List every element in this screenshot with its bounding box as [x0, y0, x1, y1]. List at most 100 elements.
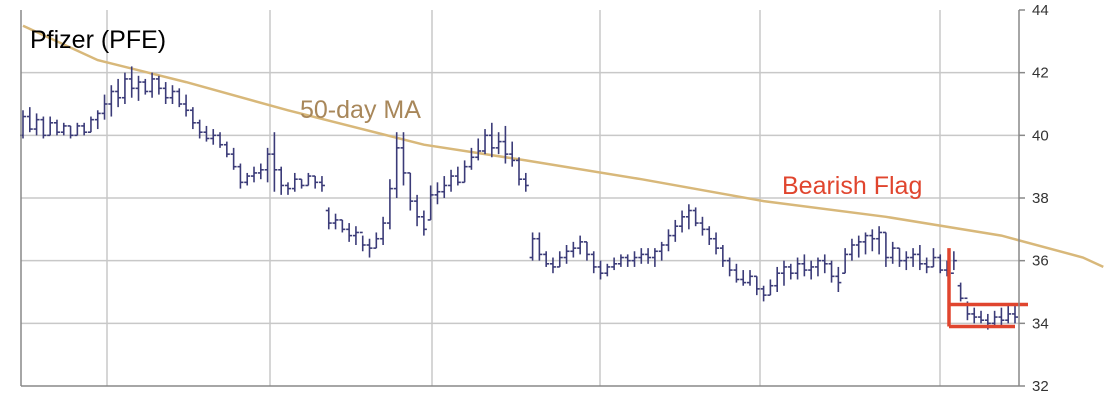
ohlc-bar: [563, 245, 570, 264]
ohlc-bar: [529, 232, 536, 261]
ohlc-bar: [651, 248, 658, 267]
ohlc-bar: [814, 257, 821, 277]
ohlc-bar: [244, 172, 251, 186]
ohlc-bar: [855, 235, 862, 258]
ohlc-bar: [176, 88, 183, 108]
ohlc-bar: [679, 210, 686, 233]
ohlc-bar: [522, 172, 529, 192]
ohlc-bar: [366, 238, 373, 258]
ohlc-bar: [210, 129, 217, 145]
ohlc-bar: [115, 78, 122, 108]
ohlc-bar: [753, 275, 760, 296]
ohlc-bar: [848, 238, 855, 261]
ohlc-bar: [135, 75, 142, 101]
ohlc-bar: [828, 260, 835, 283]
ohlc-bar: [223, 141, 230, 158]
ohlc-bar: [719, 245, 726, 267]
ohlc-bar: [468, 147, 475, 170]
ohlc-bar: [407, 172, 414, 211]
ohlc-bar: [441, 176, 448, 198]
ohlc-bar: [869, 229, 876, 252]
ohlc-bar: [726, 257, 733, 277]
ohlc-bar: [257, 163, 264, 180]
ohlc-bar: [101, 94, 108, 120]
ohlc-bar: [556, 251, 563, 268]
ohlc-bar: [81, 122, 88, 136]
ohlc-bar: [923, 257, 930, 274]
ohlc-bar: [577, 235, 584, 255]
ohlc-bar: [346, 223, 353, 242]
ohlc-bar: [536, 232, 543, 261]
ohlc-bar: [373, 232, 380, 249]
ohlc-bar: [264, 147, 271, 183]
ohlc-bar: [196, 119, 203, 139]
ohlc-bar: [624, 254, 631, 267]
ohlc-bar: [420, 210, 427, 236]
ohlc-bar: [142, 78, 149, 95]
ohlc-bar: [787, 263, 794, 280]
ohlc-bar: [617, 254, 624, 267]
ohlc-bar: [903, 251, 910, 271]
ohlc-bar: [706, 226, 713, 245]
ohlc-bar: [291, 172, 298, 192]
y-tick-label: 42: [1032, 65, 1049, 82]
ohlc-bar: [733, 263, 740, 283]
ohlc-bar: [94, 110, 101, 130]
ohlc-bar: [251, 166, 258, 183]
ohlc-bar: [583, 241, 590, 261]
ohlc-bar: [454, 166, 461, 186]
ohlc-bar: [590, 251, 597, 274]
ohlc-bar: [685, 204, 692, 230]
ohlc-bar: [284, 182, 291, 195]
ohlc-bar: [312, 175, 319, 189]
ohlc-bar: [801, 254, 808, 277]
ohlc-bar: [393, 132, 400, 198]
ohlc-bar: [278, 166, 285, 195]
ohlc-bar: [780, 260, 787, 286]
ohlc-bar: [448, 169, 455, 192]
ohlc-bar: [991, 310, 998, 327]
ohlc-bar: [794, 257, 801, 280]
ohlc-bar: [1012, 304, 1018, 324]
ohlc-bar: [359, 231, 366, 252]
ohlc-bar: [930, 248, 937, 268]
ohlc-bar: [128, 66, 135, 98]
ohlc-bar: [808, 260, 815, 280]
y-tick-label: 38: [1032, 190, 1049, 207]
ohlc-bar: [692, 207, 699, 227]
ohlc-bar: [876, 226, 883, 255]
ohlc-bar: [638, 248, 645, 264]
ohlc-bar: [971, 307, 978, 324]
ohlc-bar: [760, 285, 767, 302]
ohlc-bar: [740, 270, 747, 286]
ohlc-bar: [305, 172, 312, 187]
ohlc-bar: [570, 241, 577, 258]
ohlc-bar: [87, 116, 94, 133]
ohlc-bar: [882, 231, 889, 267]
ohlc-bar: [665, 229, 672, 252]
ohlc-bar: [937, 254, 944, 274]
ohlc-bar: [842, 248, 849, 275]
ohlc-bar: [318, 176, 325, 192]
bearish-flag-label: Bearish Flag: [782, 172, 922, 200]
ohlc-bar: [47, 116, 54, 137]
ohlc-bar: [108, 85, 115, 117]
y-tick-label: 40: [1032, 127, 1049, 144]
ohlc-bar: [162, 82, 169, 104]
ohlc-bar: [155, 75, 162, 95]
ohlc-bar: [183, 94, 190, 117]
ohlc-bar: [74, 122, 81, 137]
ohlc-bar: [862, 232, 869, 255]
moving-average-label: 50-day MA: [300, 96, 421, 124]
ohlc-bar: [189, 107, 196, 130]
ohlc-bar: [67, 125, 74, 139]
ohlc-bar: [230, 147, 237, 170]
ohlc-bar: [149, 72, 156, 98]
ohlc-bar: [339, 219, 346, 233]
ohlc-bar: [978, 310, 985, 324]
ohlc-bar: [60, 122, 67, 136]
ohlc-bar: [889, 241, 896, 264]
ohlc-bar: [835, 266, 842, 292]
ohlc-bar: [53, 119, 60, 136]
